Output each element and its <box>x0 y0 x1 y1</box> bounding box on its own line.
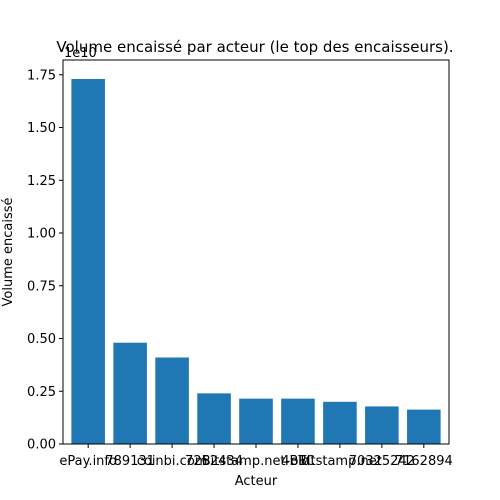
y-tick-label-0: 0.00 <box>27 438 56 453</box>
x-tick-label-2: coinbi.com <box>137 454 208 469</box>
bar-8 <box>407 409 441 444</box>
y-tick-label-7: 1.75 <box>27 68 56 83</box>
bar-3 <box>197 393 231 444</box>
chart-title: Volume encaissé par acteur (le top des e… <box>56 38 453 56</box>
y-offset-label: 1e10 <box>64 46 97 61</box>
x-tick-label-7: 70325242 <box>349 454 415 469</box>
plot-area: 0.00 0.25 0.50 0.75 1.00 1.25 1.50 1.75 ePay.inf… <box>27 59 453 469</box>
bar-1 <box>113 342 147 444</box>
y-tick-label-1: 0.25 <box>27 385 56 400</box>
y-axis-label: Volume encaissé <box>1 198 16 307</box>
bar-6 <box>323 401 357 444</box>
x-tick-label-1: 789131 <box>105 454 155 469</box>
y-tick-label-5: 1.25 <box>27 174 56 189</box>
x-tick-label-3: 7262434 <box>185 454 243 469</box>
y-tick-label-6: 1.50 <box>27 121 56 136</box>
bar-7 <box>365 406 399 444</box>
bar-2 <box>155 357 189 444</box>
y-tick-label-3: 0.75 <box>27 279 56 294</box>
bar-4 <box>239 398 273 444</box>
bar-0 <box>71 78 105 444</box>
x-tick-label-6: Bitstamp.net <box>298 454 382 469</box>
x-tick-label-5: 4BTC <box>281 454 314 469</box>
x-tick-label-8: 7162894 <box>395 454 453 469</box>
x-tick-label-0: ePay.info <box>59 454 117 469</box>
y-tick-label-4: 1.00 <box>27 227 56 242</box>
x-axis-label: Acteur <box>235 474 278 489</box>
x-tick-label-4: Bitstamp.net-old <box>202 454 311 469</box>
y-tick-label-2: 0.50 <box>27 332 56 347</box>
bar-5 <box>281 398 315 444</box>
